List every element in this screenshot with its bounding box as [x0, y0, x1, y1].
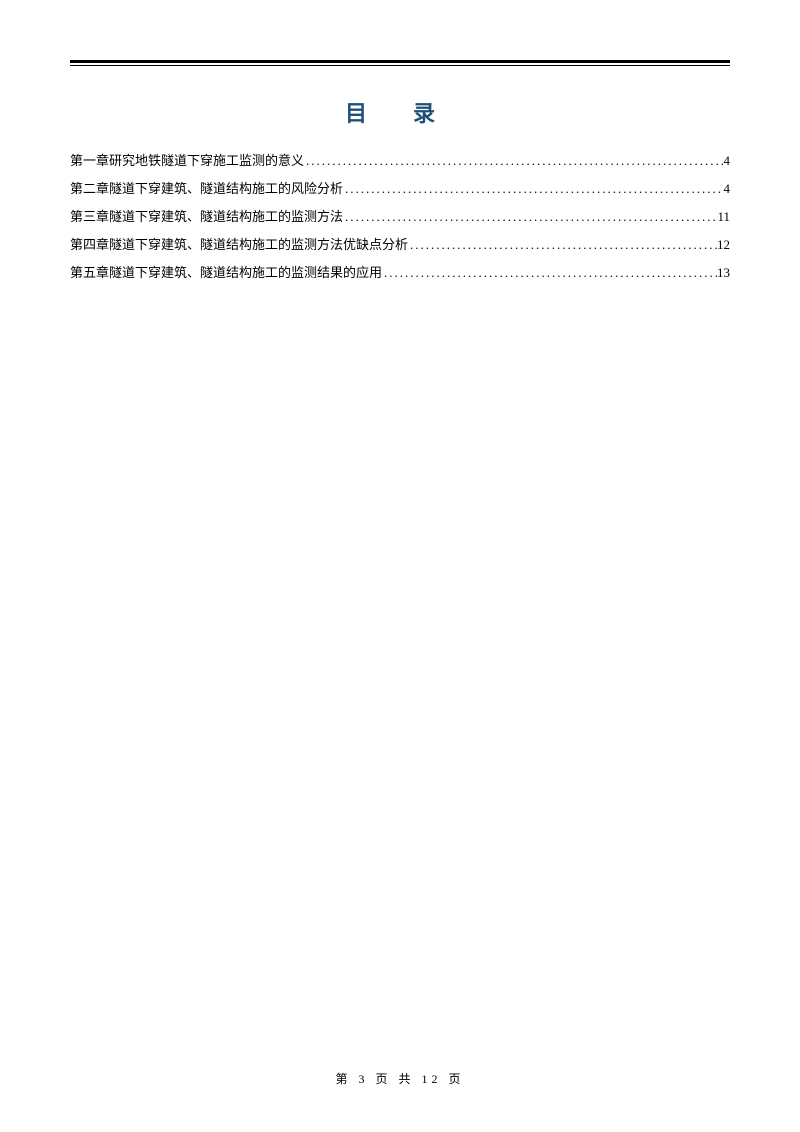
- table-of-contents: 第一章 研究地铁隧道下穿施工监测的意义.....................…: [70, 148, 730, 286]
- toc-page-number: 4: [724, 148, 731, 174]
- toc-chapter-label: 第四章: [70, 232, 109, 258]
- toc-chapter-label: 第三章: [70, 204, 109, 230]
- footer-middle: 页 共: [375, 1072, 414, 1086]
- footer-prefix: 第: [335, 1072, 351, 1086]
- toc-page-number: 11: [717, 204, 730, 230]
- toc-entry: 第五章 隧道下穿建筑、隧道结构施工的监测结果的应用...............…: [70, 260, 730, 286]
- toc-chapter-label: 第二章: [70, 176, 109, 202]
- footer-total-pages: 12: [422, 1072, 442, 1086]
- toc-entry-title: 隧道下穿建筑、隧道结构施工的监测方法优缺点分析: [109, 232, 408, 258]
- toc-entry: 第四章 隧道下穿建筑、隧道结构施工的监测方法优缺点分析.............…: [70, 232, 730, 258]
- toc-dot-leader: ........................................…: [343, 176, 723, 202]
- toc-dot-leader: ........................................…: [382, 260, 717, 286]
- footer-current-page: 3: [358, 1072, 368, 1086]
- footer-suffix: 页: [449, 1072, 465, 1086]
- toc-entry: 第三章 隧道下穿建筑、隧道结构施工的监测方法..................…: [70, 204, 730, 230]
- toc-page-number: 13: [717, 260, 730, 286]
- toc-entry-title: 隧道下穿建筑、隧道结构施工的风险分析: [109, 176, 343, 202]
- document-page: 目 录 第一章 研究地铁隧道下穿施工监测的意义.................…: [0, 0, 800, 1132]
- toc-entry-title: 研究地铁隧道下穿施工监测的意义: [109, 148, 304, 174]
- toc-dot-leader: ........................................…: [343, 204, 717, 230]
- toc-dot-leader: ........................................…: [408, 232, 717, 258]
- toc-dot-leader: ........................................…: [304, 148, 723, 174]
- page-footer: 第 3 页 共 12 页: [0, 1070, 800, 1087]
- toc-page-number: 4: [724, 176, 731, 202]
- toc-entry: 第一章 研究地铁隧道下穿施工监测的意义.....................…: [70, 148, 730, 174]
- toc-chapter-label: 第五章: [70, 260, 109, 286]
- toc-title: 目 录: [70, 96, 730, 128]
- toc-entry-title: 隧道下穿建筑、隧道结构施工的监测结果的应用: [109, 260, 382, 286]
- toc-entry: 第二章 隧道下穿建筑、隧道结构施工的风险分析..................…: [70, 176, 730, 202]
- toc-chapter-label: 第一章: [70, 148, 109, 174]
- toc-entry-title: 隧道下穿建筑、隧道结构施工的监测方法: [109, 204, 343, 230]
- toc-page-number: 12: [717, 232, 730, 258]
- header-double-rule: [70, 60, 730, 66]
